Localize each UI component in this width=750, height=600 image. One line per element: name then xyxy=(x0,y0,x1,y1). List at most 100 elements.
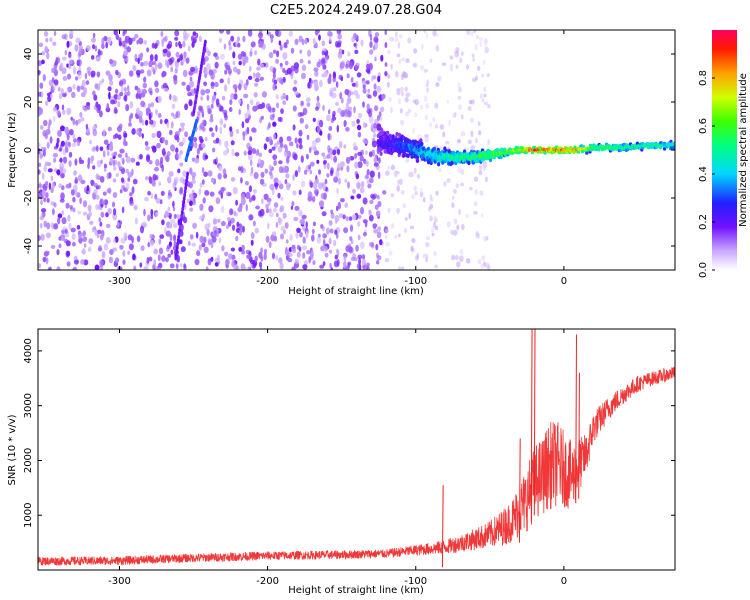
noise-blob xyxy=(87,246,92,253)
sparse-blob xyxy=(470,130,474,138)
noise-blob xyxy=(365,80,370,85)
noise-blob xyxy=(228,253,233,260)
sparse-blob xyxy=(478,164,483,171)
sparse-blob xyxy=(458,208,461,216)
colorbar-tick-label: 0.2 xyxy=(698,214,709,230)
noise-blob xyxy=(91,37,96,43)
noise-blob xyxy=(332,87,337,92)
noise-blob xyxy=(336,148,341,156)
noise-blob xyxy=(38,107,43,115)
noise-blob xyxy=(115,173,120,177)
x-tick-label: -200 xyxy=(256,276,279,287)
noise-blob xyxy=(339,161,345,168)
noise-blob xyxy=(215,156,219,163)
noise-blob xyxy=(265,208,270,214)
noise-blob xyxy=(282,165,288,173)
noise-blob xyxy=(215,98,220,106)
noise-blob xyxy=(155,43,158,49)
noise-blob xyxy=(228,45,232,51)
noise-blob xyxy=(74,44,79,52)
noise-blob xyxy=(96,175,101,181)
sparse-blob xyxy=(407,37,412,44)
noise-blob xyxy=(92,32,96,39)
noise-blob xyxy=(99,200,102,205)
noise-blob xyxy=(310,145,314,150)
noise-blob xyxy=(99,176,105,183)
noise-blob xyxy=(357,112,363,119)
noise-blob xyxy=(191,41,195,48)
noise-blob xyxy=(210,81,215,87)
noise-blob xyxy=(152,60,156,66)
noise-blob xyxy=(158,247,164,255)
noise-blob xyxy=(161,255,166,262)
noise-blob xyxy=(40,233,45,241)
noise-blob xyxy=(214,262,219,267)
noise-blob xyxy=(375,243,379,251)
noise-blob xyxy=(322,233,327,239)
noise-blob xyxy=(83,243,87,248)
noise-blob xyxy=(301,100,304,107)
noise-blob xyxy=(229,99,233,106)
noise-blob xyxy=(301,245,308,251)
noise-blob xyxy=(377,226,381,232)
noise-blob xyxy=(181,81,186,86)
colorbar-tick-label: 0.4 xyxy=(698,166,709,182)
noise-blob xyxy=(201,179,205,185)
noise-blob xyxy=(248,214,254,221)
noise-blob xyxy=(375,210,381,217)
noise-blob xyxy=(178,43,183,49)
noise-blob xyxy=(146,47,150,53)
noise-blob xyxy=(371,194,376,200)
noise-blob xyxy=(214,61,219,69)
noise-blob xyxy=(50,175,54,181)
sparse-blob xyxy=(411,238,416,244)
noise-blob xyxy=(122,130,127,139)
noise-blob xyxy=(115,257,120,264)
noise-blob xyxy=(223,84,228,92)
noise-blob xyxy=(45,37,49,43)
signal-blob xyxy=(378,132,382,137)
noise-blob xyxy=(319,119,324,128)
sparse-blob xyxy=(390,193,395,198)
noise-blob xyxy=(322,238,326,247)
noise-blob xyxy=(52,41,57,46)
noise-blob xyxy=(220,53,225,60)
sparse-blob xyxy=(398,58,402,65)
noise-blob xyxy=(237,206,243,213)
noise-blob xyxy=(320,224,324,229)
noise-blob xyxy=(259,266,263,270)
noise-blob xyxy=(253,172,259,180)
noise-blob xyxy=(254,128,257,133)
noise-blob xyxy=(69,129,74,136)
noise-blob xyxy=(373,229,378,234)
noise-blob xyxy=(321,50,325,56)
noise-blob xyxy=(51,181,55,189)
sparse-blob xyxy=(434,123,439,129)
noise-blob xyxy=(267,222,270,230)
sparse-blob xyxy=(453,229,458,236)
noise-blob xyxy=(292,86,298,92)
noise-blob xyxy=(226,147,229,154)
noise-blob xyxy=(340,76,343,82)
noise-blob xyxy=(160,190,165,197)
noise-blob xyxy=(166,244,171,250)
noise-blob xyxy=(82,200,88,208)
sparse-blob xyxy=(473,201,478,207)
noise-blob xyxy=(293,153,298,161)
sparse-blob xyxy=(432,30,437,37)
noise-blob xyxy=(384,30,387,36)
noise-blob xyxy=(366,108,371,114)
noise-blob xyxy=(218,165,223,172)
noise-blob xyxy=(226,224,229,230)
noise-blob xyxy=(226,30,231,35)
snr-spike xyxy=(518,438,521,543)
noise-blob xyxy=(355,244,359,252)
noise-blob xyxy=(374,204,379,210)
noise-blob xyxy=(238,223,242,229)
noise-blob xyxy=(88,238,94,245)
noise-blob xyxy=(100,159,103,164)
spectrogram-marks xyxy=(38,30,675,270)
noise-blob xyxy=(321,40,326,47)
noise-blob xyxy=(258,152,263,158)
sparse-blob xyxy=(476,232,480,239)
